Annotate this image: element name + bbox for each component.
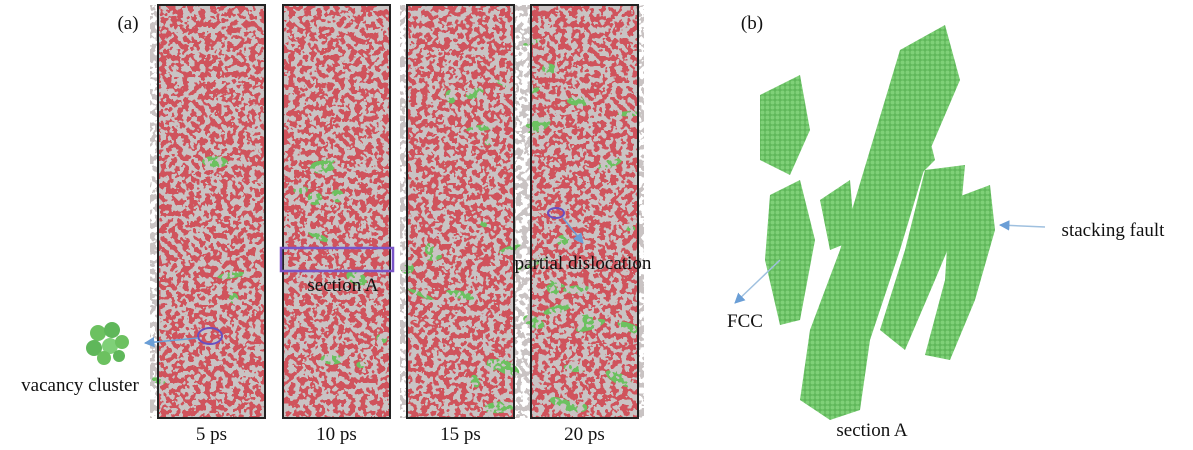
simulation-frames: 5 ps 10 ps 15 ps 20 ps <box>150 5 644 445</box>
panel-label: (a) <box>117 13 138 34</box>
frame-label: 5 ps <box>196 424 227 445</box>
frame-label: 10 ps <box>316 424 357 445</box>
cluster-icon <box>86 322 129 365</box>
annotation: partial dislocation <box>515 253 652 274</box>
annotation: FCC <box>727 311 763 332</box>
frame: 10 ps <box>283 5 390 445</box>
panel-label: (b) <box>741 13 763 34</box>
arrow <box>1000 225 1045 227</box>
frame-label: 20 ps <box>564 424 605 445</box>
frame-texture <box>400 5 523 418</box>
frame: 20 ps <box>517 5 644 445</box>
annotation: section A <box>836 420 908 441</box>
frame-texture <box>283 5 390 418</box>
section-a-structure <box>760 25 995 420</box>
annotation: vacancy cluster <box>21 375 139 396</box>
frame-body <box>158 5 265 418</box>
frame: 5 ps <box>150 5 265 445</box>
frame-texture <box>150 5 265 418</box>
figure: 5 ps 10 ps 15 ps 20 ps (a) (b) vacancy clus… <box>0 0 1193 445</box>
annotation: section A <box>307 275 379 296</box>
frame-label: 15 ps <box>440 424 481 445</box>
frame-texture <box>517 5 644 418</box>
frame-body <box>407 5 514 418</box>
annotation: stacking fault <box>1062 220 1166 241</box>
frame: 15 ps <box>400 5 523 445</box>
